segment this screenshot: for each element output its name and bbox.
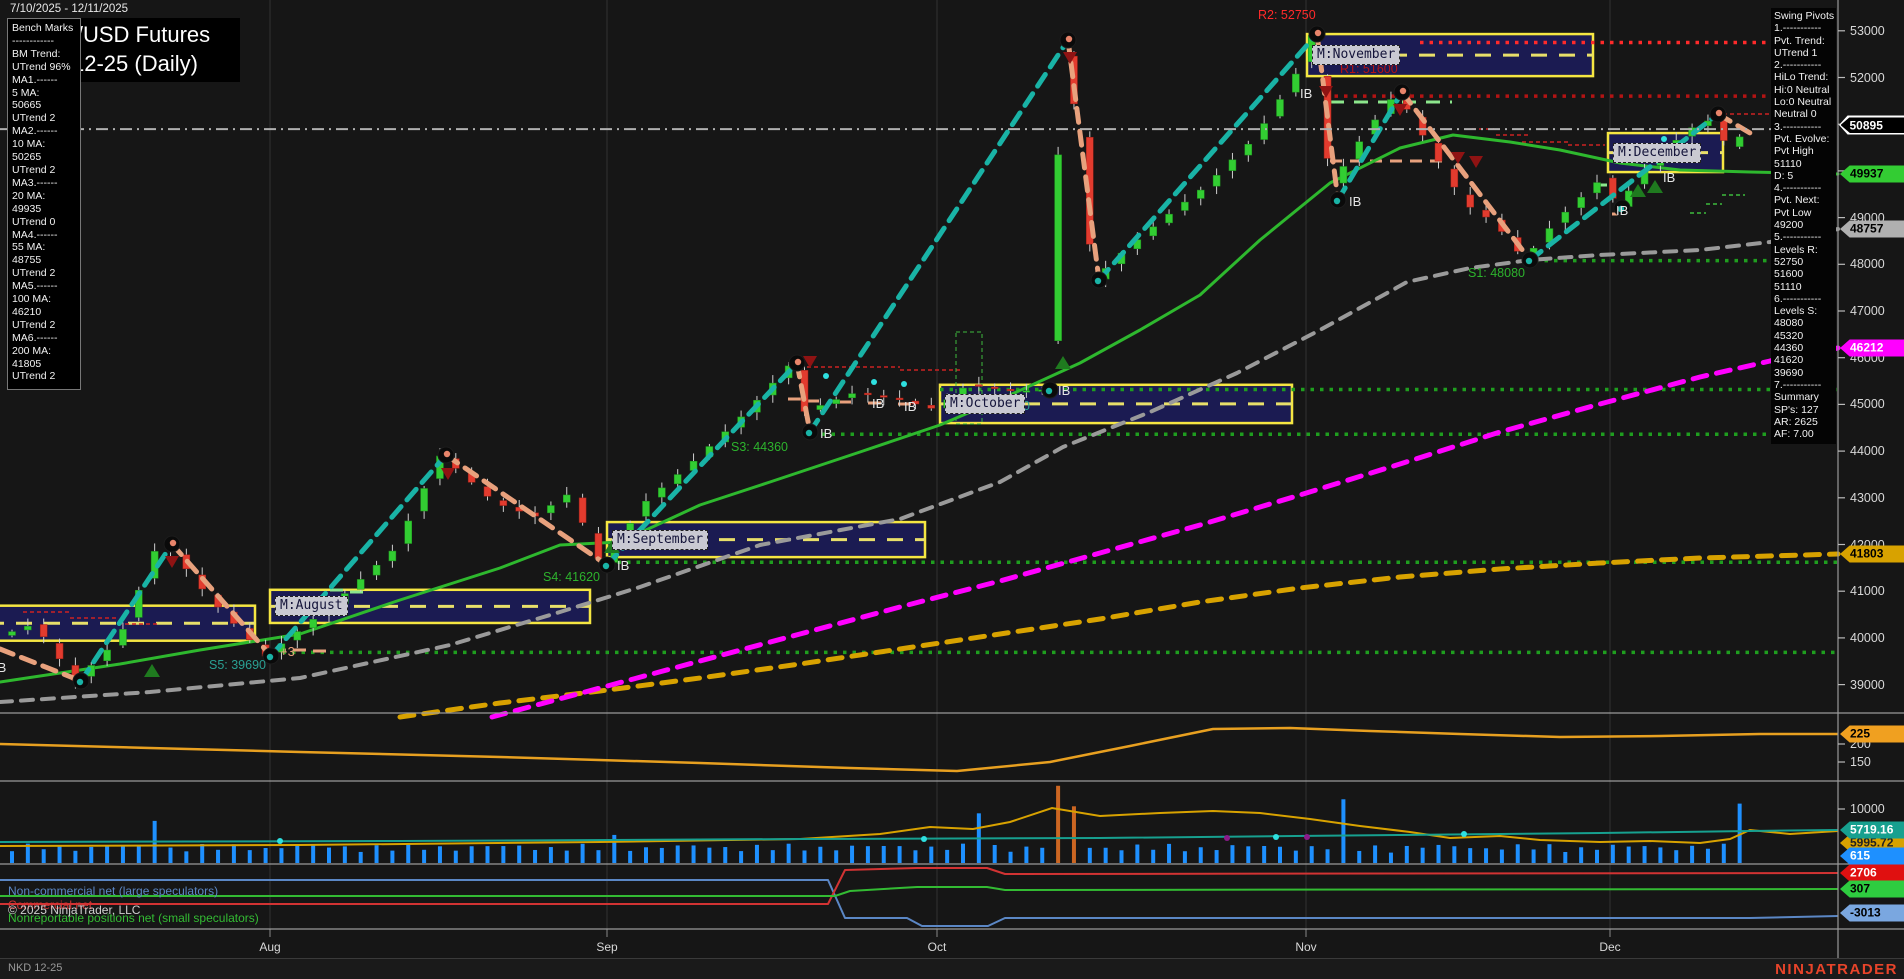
panel-line: Lo:0 Neutral: [1774, 96, 1832, 109]
panel-line: 52750: [1774, 255, 1804, 268]
bench-marks-title: Bench Marks: [12, 22, 74, 34]
panel-line: AF: 7.00: [1774, 428, 1814, 441]
panel-line: 41620: [1774, 354, 1804, 367]
panel-line: 3.-----------: [1774, 120, 1822, 133]
ninjatrader-logo: NINJATRADER: [1775, 961, 1898, 978]
panel-line: Summary: [1774, 391, 1819, 404]
panel-line: BM Trend:: [12, 47, 61, 60]
panel-line: Pvt Low: [1774, 206, 1812, 219]
panel-line: 39690: [1774, 366, 1804, 379]
panel-line: 100 MA:: [12, 293, 52, 306]
swing-pivots-title: Swing Pivots: [1774, 10, 1835, 22]
swing-pivots-lines: 1.----------- Pvt. Trend: UTrend 1 2.------…: [1774, 22, 1836, 440]
panel-line: 41805: [12, 357, 42, 370]
panel-line: 200 MA:: [12, 344, 52, 357]
bench-marks-panel: Bench Marks ------------ BM Trend: UTrend …: [7, 18, 81, 391]
panel-line: 51110: [1774, 157, 1802, 170]
panel-line: 50265: [12, 151, 42, 164]
panel-line: 5 MA:: [12, 86, 40, 99]
panel-line: 2.-----------: [1774, 59, 1822, 72]
bench-marks-lines: ------------ BM Trend: UTrend 96% MA1.-----…: [12, 35, 78, 383]
panel-line: SP's: 127: [1774, 403, 1819, 416]
panel-line: 1.-----------: [1774, 22, 1822, 35]
panel-line: Levels R:: [1774, 243, 1818, 256]
panel-line: 6.-----------: [1774, 292, 1822, 305]
panel-line: Hi:0 Neutral: [1774, 83, 1830, 96]
panel-line: 46210: [12, 305, 42, 318]
panel-line: UTrend 0: [12, 215, 56, 228]
chart-title-line1: i/USD Futures: [72, 22, 211, 47]
swing-pivots-panel: Swing Pivots 1.----------- Pvt. Trend: UTr…: [1771, 8, 1836, 445]
chart-title: i/USD Futures 12-25 (Daily): [64, 18, 240, 82]
panel-line: 45320: [1774, 329, 1804, 342]
panel-line: 48080: [1774, 317, 1804, 330]
panel-line: Pvt High: [1774, 145, 1814, 158]
panel-line: 7.-----------: [1774, 378, 1822, 391]
panel-line: MA2.------: [12, 125, 58, 138]
panel-line: 44360: [1774, 342, 1804, 355]
panel-line: Neutral 0: [1774, 108, 1817, 121]
panel-line: 5.-----------: [1774, 231, 1822, 244]
panel-line: MA4.------: [12, 228, 58, 241]
chart-canvas[interactable]: [0, 0, 1904, 958]
panel-line: 48755: [12, 254, 42, 267]
panel-line: Pvt. Trend:: [1774, 34, 1825, 47]
panel-line: 20 MA:: [12, 189, 46, 202]
panel-line: 4.-----------: [1774, 182, 1822, 195]
panel-line: 49935: [12, 202, 42, 215]
instrument-label: NKD 12-25: [8, 962, 63, 974]
panel-line: 51600: [1774, 268, 1804, 281]
panel-line: 51110: [1774, 280, 1802, 293]
panel-line: UTrend 2: [12, 267, 56, 280]
panel-line: MA3.------: [12, 176, 58, 189]
panel-line: UTrend 2: [12, 163, 56, 176]
panel-line: Pvt. Next:: [1774, 194, 1820, 207]
panel-line: UTrend 2: [12, 370, 56, 383]
panel-line: UTrend 1: [1774, 46, 1818, 59]
panel-line: UTrend 2: [12, 112, 56, 125]
panel-line: Pvt. Evolve:: [1774, 132, 1830, 145]
copyright-label: © 2025 NinjaTrader, LLC: [8, 903, 141, 917]
panel-line: 55 MA:: [12, 241, 46, 254]
panel-line: 10 MA:: [12, 138, 46, 151]
panel-line: 50665: [12, 99, 42, 112]
panel-line: UTrend 96%: [12, 60, 71, 73]
panel-line: AR: 2625: [1774, 415, 1818, 428]
panel-line: 49200: [1774, 219, 1804, 232]
date-range-label: 7/10/2025 - 12/11/2025: [10, 3, 129, 15]
panel-line: D: 5: [1774, 169, 1794, 182]
panel-line: Levels S:: [1774, 305, 1818, 318]
status-bar: [0, 958, 1904, 979]
panel-line: MA1.------: [12, 73, 58, 86]
panel-line: MA5.------: [12, 280, 58, 293]
chart-title-line2: 12-25 (Daily): [72, 51, 198, 76]
panel-line: ------------: [12, 34, 54, 47]
panel-line: MA6.------: [12, 331, 58, 344]
panel-line: UTrend 2: [12, 318, 56, 331]
panel-line: HiLo Trend:: [1774, 71, 1829, 84]
